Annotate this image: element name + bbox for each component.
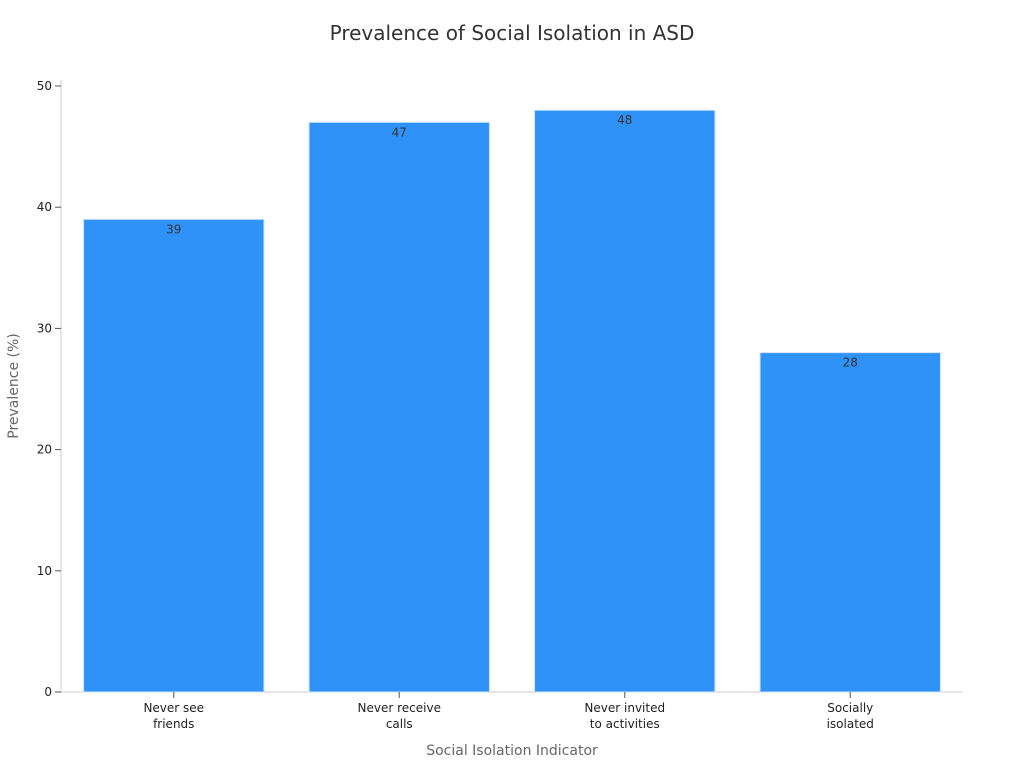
y-tick-label: 20 — [37, 443, 52, 457]
data-label: 39 — [166, 222, 181, 236]
x-axis-label: Social Isolation Indicator — [426, 743, 598, 759]
data-label: 28 — [843, 356, 858, 370]
bar — [534, 109, 716, 693]
bar — [308, 121, 490, 693]
x-tick-label: Socially — [827, 701, 873, 715]
y-tick-label: 30 — [37, 321, 52, 335]
x-tick-label: Never invited — [584, 701, 665, 715]
y-axis-label: Prevalence (%) — [6, 333, 22, 439]
x-tick-label: Never see — [143, 701, 204, 715]
y-tick-label: 50 — [37, 79, 52, 93]
x-tick-label: to activities — [590, 717, 660, 731]
x-tick-label: calls — [386, 717, 413, 731]
y-tick-label: 10 — [37, 564, 52, 578]
y-tick-label: 40 — [37, 200, 52, 214]
bar — [83, 218, 265, 693]
y-tick-label: 0 — [44, 685, 52, 699]
x-tick-label: isolated — [827, 717, 874, 731]
bar — [759, 352, 941, 693]
chart-title: Prevalence of Social Isolation in ASD — [330, 21, 695, 45]
x-tick-label: Never receive — [358, 701, 441, 715]
plot-area: 0 10 20 30 40 50 39 Never see friends 47 Never rec… — [37, 79, 963, 731]
data-label: 48 — [617, 113, 632, 127]
data-label: 47 — [392, 125, 407, 139]
x-tick-label: friends — [153, 717, 194, 731]
